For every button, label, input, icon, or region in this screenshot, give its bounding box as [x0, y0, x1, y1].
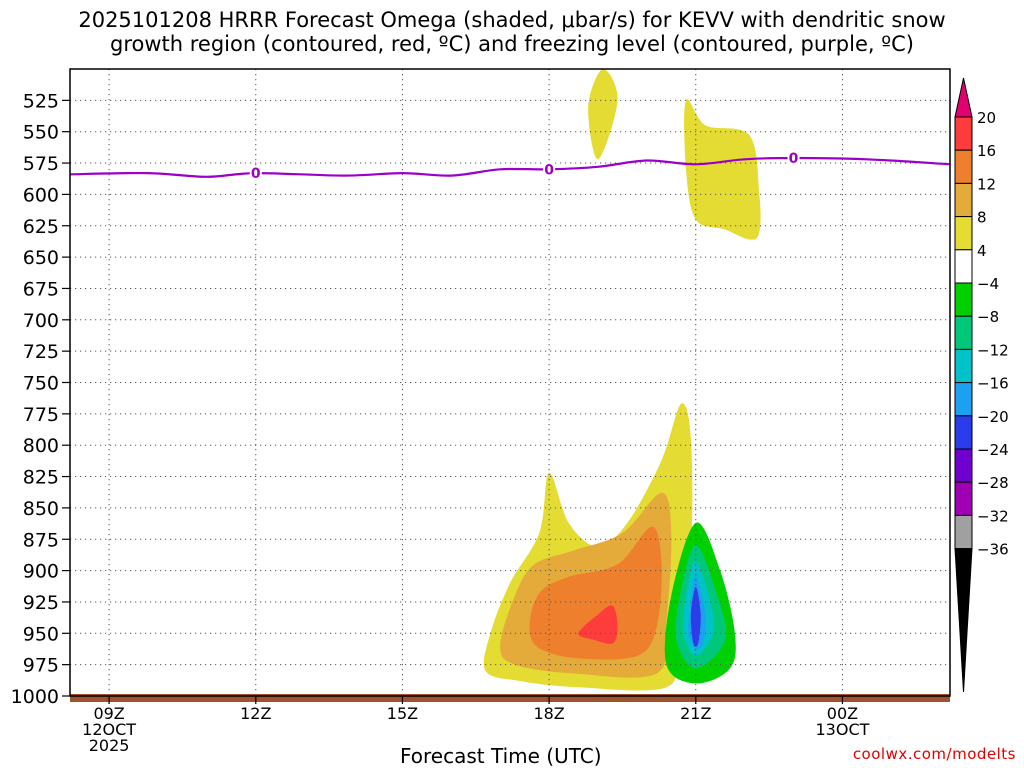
colorbar-segment [954, 315, 973, 350]
y-tick-label: 1000 [11, 686, 59, 708]
x-tick-label: 13OCT [815, 720, 869, 739]
x-axis-title: Forecast Time (UTC) [400, 744, 602, 768]
colorbar-label: 12 [977, 175, 996, 193]
colorbar-segment [954, 182, 973, 218]
colorbar-label: −4 [977, 275, 999, 293]
freezing-level-label: 0 [251, 166, 261, 182]
omega-region-upper-narrow-ascent [588, 68, 618, 160]
colorbar-segment [954, 216, 973, 251]
x-tick-label: 2025 [89, 736, 130, 755]
omega-shading [483, 68, 761, 691]
colorbar-label: −16 [977, 375, 1009, 393]
x-tick-label: 12OCT [82, 720, 136, 739]
x-tick-label: 09Z [93, 704, 124, 723]
y-tick-label: 700 [23, 310, 59, 332]
y-tick-label: 600 [23, 184, 59, 206]
y-tick-label: 775 [23, 404, 59, 426]
colorbar-label: −8 [977, 308, 999, 326]
omega-region-low-level-ascent [529, 526, 662, 660]
colorbar: 20 16 12 8 4 −4 −8 −12 −16 −20 −24 −28 −32 −36 [954, 77, 1009, 693]
omega-region-descent-core [690, 586, 701, 647]
colorbar-segment [954, 382, 973, 417]
colorbar-label: −36 [977, 541, 1009, 559]
colorbar-label: −28 [977, 474, 1009, 492]
colorbar-segment [954, 415, 973, 450]
gridlines [70, 69, 950, 697]
colorbar-segment [954, 77, 973, 118]
colorbar-segment [954, 282, 973, 317]
colorbar-label: −20 [977, 408, 1009, 426]
omega-region-upper-ascent-plume [684, 99, 761, 240]
colorbar-segment [954, 249, 973, 284]
colorbar-segment [954, 348, 973, 384]
y-tick-label: 550 [23, 122, 59, 144]
y-tick-label: 725 [23, 341, 59, 363]
omega-region-ascent-max [578, 605, 618, 644]
y-tick-label: 975 [23, 655, 59, 677]
colorbar-segment [954, 149, 973, 184]
freezing-level-label-bg [249, 166, 262, 181]
y-tick-label: 675 [23, 278, 59, 300]
freezing-level-label: 0 [789, 151, 799, 167]
source-credit[interactable]: coolwx.com/modelts [852, 745, 1016, 763]
y-tick-label: 850 [23, 498, 59, 520]
y-tick-label: 925 [23, 592, 59, 614]
x-tick-label: 12Z [240, 704, 271, 723]
x-tick-label: 00Z [827, 704, 858, 723]
y-tick-label: 950 [23, 623, 59, 645]
colorbar-segment [954, 448, 973, 483]
colorbar-label: 16 [977, 142, 996, 160]
y-tick-label: 825 [23, 467, 59, 489]
y-tick-label: 750 [23, 373, 59, 395]
colorbar-label: 4 [977, 242, 987, 260]
ground-surface [70, 694, 950, 702]
y-tick-label: 875 [23, 529, 59, 551]
freezing-level-label-bg [787, 151, 800, 166]
y-tick-label: 900 [23, 561, 59, 583]
colorbar-segment [954, 548, 973, 693]
colorbar-segment [954, 481, 973, 516]
x-tick-label: 15Z [387, 704, 418, 723]
colorbar-segment [954, 514, 973, 550]
colorbar-label: 20 [977, 109, 996, 127]
y-tick-label: 575 [23, 153, 59, 175]
colorbar-segment [954, 116, 973, 151]
freezing-level-contour: 0 0 0 [69, 151, 951, 182]
freezing-level-label-bg [543, 162, 556, 177]
y-tick-label: 625 [23, 216, 59, 238]
colorbar-label: −24 [977, 441, 1009, 459]
chart-title-line-1: 2025101208 HRRR Forecast Omega (shaded, … [78, 8, 946, 32]
freezing-level-label: 0 [544, 162, 554, 178]
y-tick-label: 650 [23, 247, 59, 269]
surface-strip [70, 694, 950, 702]
chart-title-line-2: growth region (contoured, red, ºC) and f… [110, 32, 914, 56]
freezing-level-line [69, 156, 951, 178]
colorbar-label: 8 [977, 209, 987, 227]
x-tick-label: 21Z [680, 704, 711, 723]
y-tick-label: 525 [23, 90, 59, 112]
y-axis: 525 550 575 600 625 650 675 700 725 750 775 800 825 8… [11, 90, 70, 708]
colorbar-label: −32 [977, 507, 1009, 525]
y-tick-label: 800 [23, 435, 59, 457]
colorbar-label: −12 [977, 341, 1009, 359]
x-tick-label: 18Z [533, 704, 564, 723]
